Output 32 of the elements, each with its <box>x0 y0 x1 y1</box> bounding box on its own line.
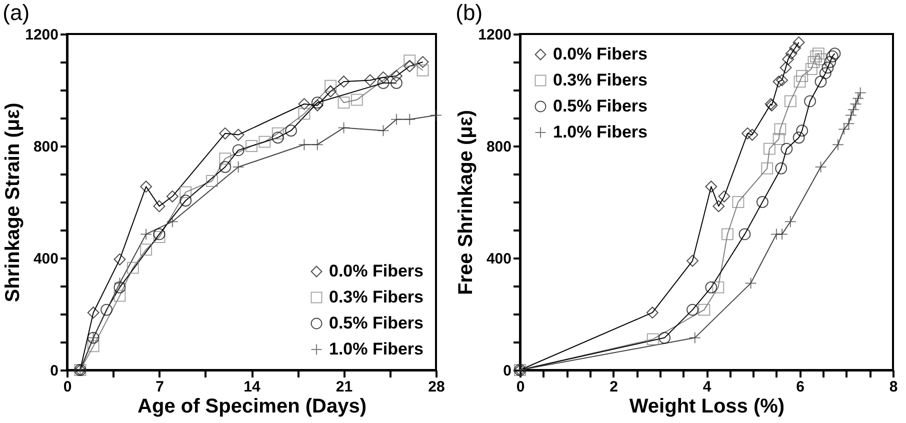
x-tick-label: 14 <box>244 378 261 396</box>
x-tick-label: 0 <box>63 378 72 396</box>
y-tick-label: 800 <box>486 138 512 156</box>
x-tick-label: 0 <box>516 378 525 396</box>
x-tick-label: 6 <box>796 378 804 396</box>
legend-label: 0.5% Fibers <box>553 96 648 116</box>
legend-label: 0.3% Fibers <box>553 70 648 90</box>
legend-label: 0.5% Fibers <box>329 314 424 332</box>
chart-title: (b) <box>456 0 483 25</box>
x-tick-label: 28 <box>428 378 445 396</box>
y-tick-label: 1200 <box>478 26 512 44</box>
y-tick-label: 400 <box>33 250 58 268</box>
chart-title: (a) <box>2 0 30 25</box>
x-tick-label: 4 <box>702 378 712 396</box>
y-axis-title: Free Shrinkage (με) <box>455 110 478 296</box>
x-axis-title: Age of Specimen (Days) <box>138 396 366 418</box>
x-tick-label: 2 <box>610 378 618 396</box>
y-tick-label: 0 <box>50 362 58 380</box>
x-tick-label: 7 <box>156 378 164 396</box>
y-tick-label: 0 <box>503 362 512 380</box>
legend-label: 0.0% Fibers <box>329 262 424 280</box>
y-tick-label: 1200 <box>25 26 58 44</box>
legend-label: 0.0% Fibers <box>553 44 648 64</box>
x-tick-label: 8 <box>889 378 898 396</box>
y-tick-label: 800 <box>33 138 58 156</box>
y-tick-label: 400 <box>486 250 512 268</box>
legend-label: 0.3% Fibers <box>329 288 424 306</box>
y-axis-title: Shrinkage Strain (με) <box>2 102 24 302</box>
legend-label: 1.0% Fibers <box>329 340 424 358</box>
x-axis-title: Weight Loss (%) <box>629 396 785 418</box>
x-tick-label: 21 <box>336 378 353 396</box>
legend-label: 1.0% Fibers <box>553 122 648 142</box>
